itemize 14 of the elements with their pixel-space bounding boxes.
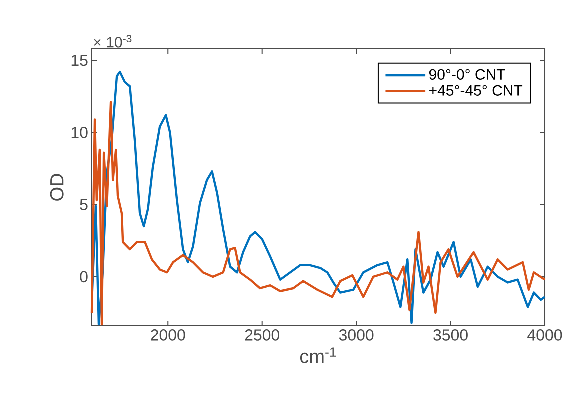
x-tick-label: 3500: [434, 330, 468, 341]
x-tick-label: 3000: [339, 330, 374, 341]
legend-label: 90°-0° CNT: [430, 69, 506, 80]
x-tick-label: 2500: [245, 330, 280, 341]
x-tick-label: 2000: [151, 330, 186, 341]
y-tick-label: 10: [72, 127, 88, 138]
text: × 10$^{-3}$: [94, 35, 132, 48]
y-axis-title: OD: [50, 174, 64, 201]
x-tick-label: 4000: [528, 330, 562, 341]
x-axis-title: cm$^{-1}$: [300, 348, 336, 364]
y-tick-label: 15: [72, 54, 88, 66]
legend-label: +45°-45° CNT: [430, 85, 523, 96]
y-tick-label: 0: [80, 271, 88, 283]
y-tick-label: 5: [80, 199, 88, 210]
